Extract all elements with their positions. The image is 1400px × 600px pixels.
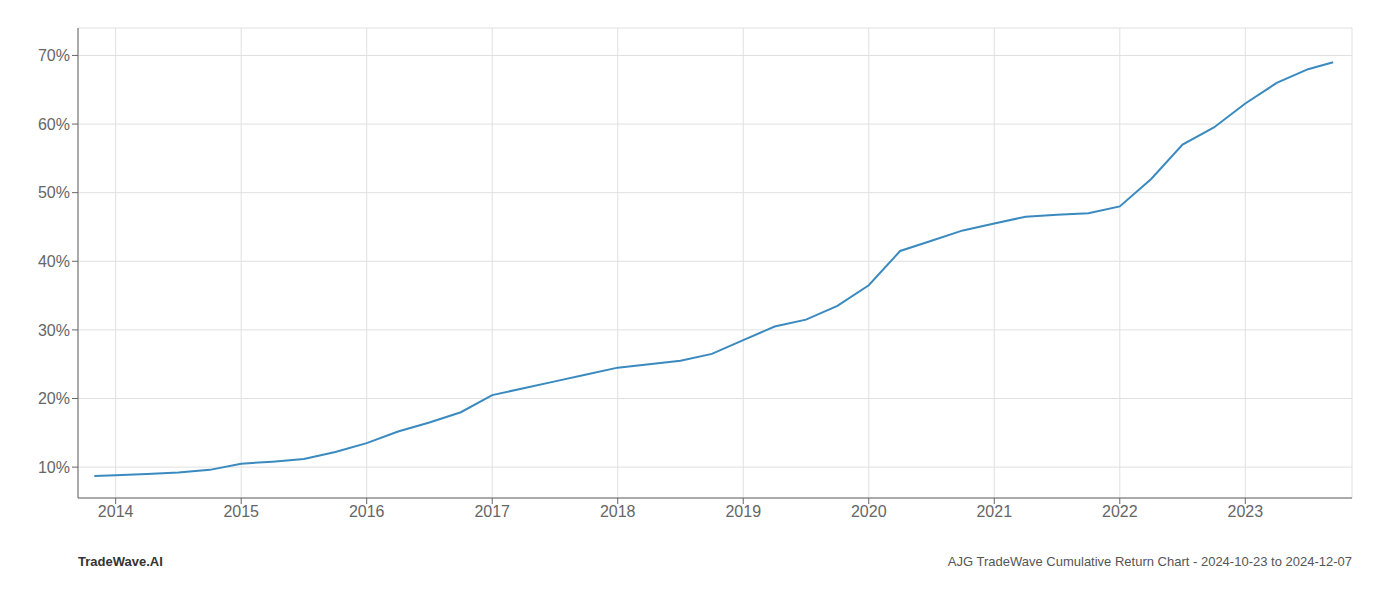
- html-text:AJG TradeWave Cumulative Retur: AJG TradeWave Cumulative Return Chart - …: [947, 554, 1352, 569]
- svg-text:20%: 20%: [38, 390, 70, 407]
- svg-text:2022: 2022: [1102, 503, 1138, 520]
- svg-text:2021: 2021: [976, 503, 1012, 520]
- svg-text:2014: 2014: [98, 503, 134, 520]
- svg-text:2016: 2016: [349, 503, 385, 520]
- svg-text:10%: 10%: [38, 459, 70, 476]
- svg-text:50%: 50%: [38, 184, 70, 201]
- svg-text:2017: 2017: [474, 503, 510, 520]
- svg-text:60%: 60%: [38, 116, 70, 133]
- svg-text:2019: 2019: [725, 503, 761, 520]
- svg-text:2023: 2023: [1228, 503, 1264, 520]
- svg-text:30%: 30%: [38, 322, 70, 339]
- svg-text:40%: 40%: [38, 253, 70, 270]
- svg-text:2020: 2020: [851, 503, 887, 520]
- svg-text:70%: 70%: [38, 47, 70, 64]
- svg-text:2018: 2018: [600, 503, 636, 520]
- html-text:TradeWave.AI: TradeWave.AI: [78, 554, 163, 569]
- svg-text:2015: 2015: [223, 503, 259, 520]
